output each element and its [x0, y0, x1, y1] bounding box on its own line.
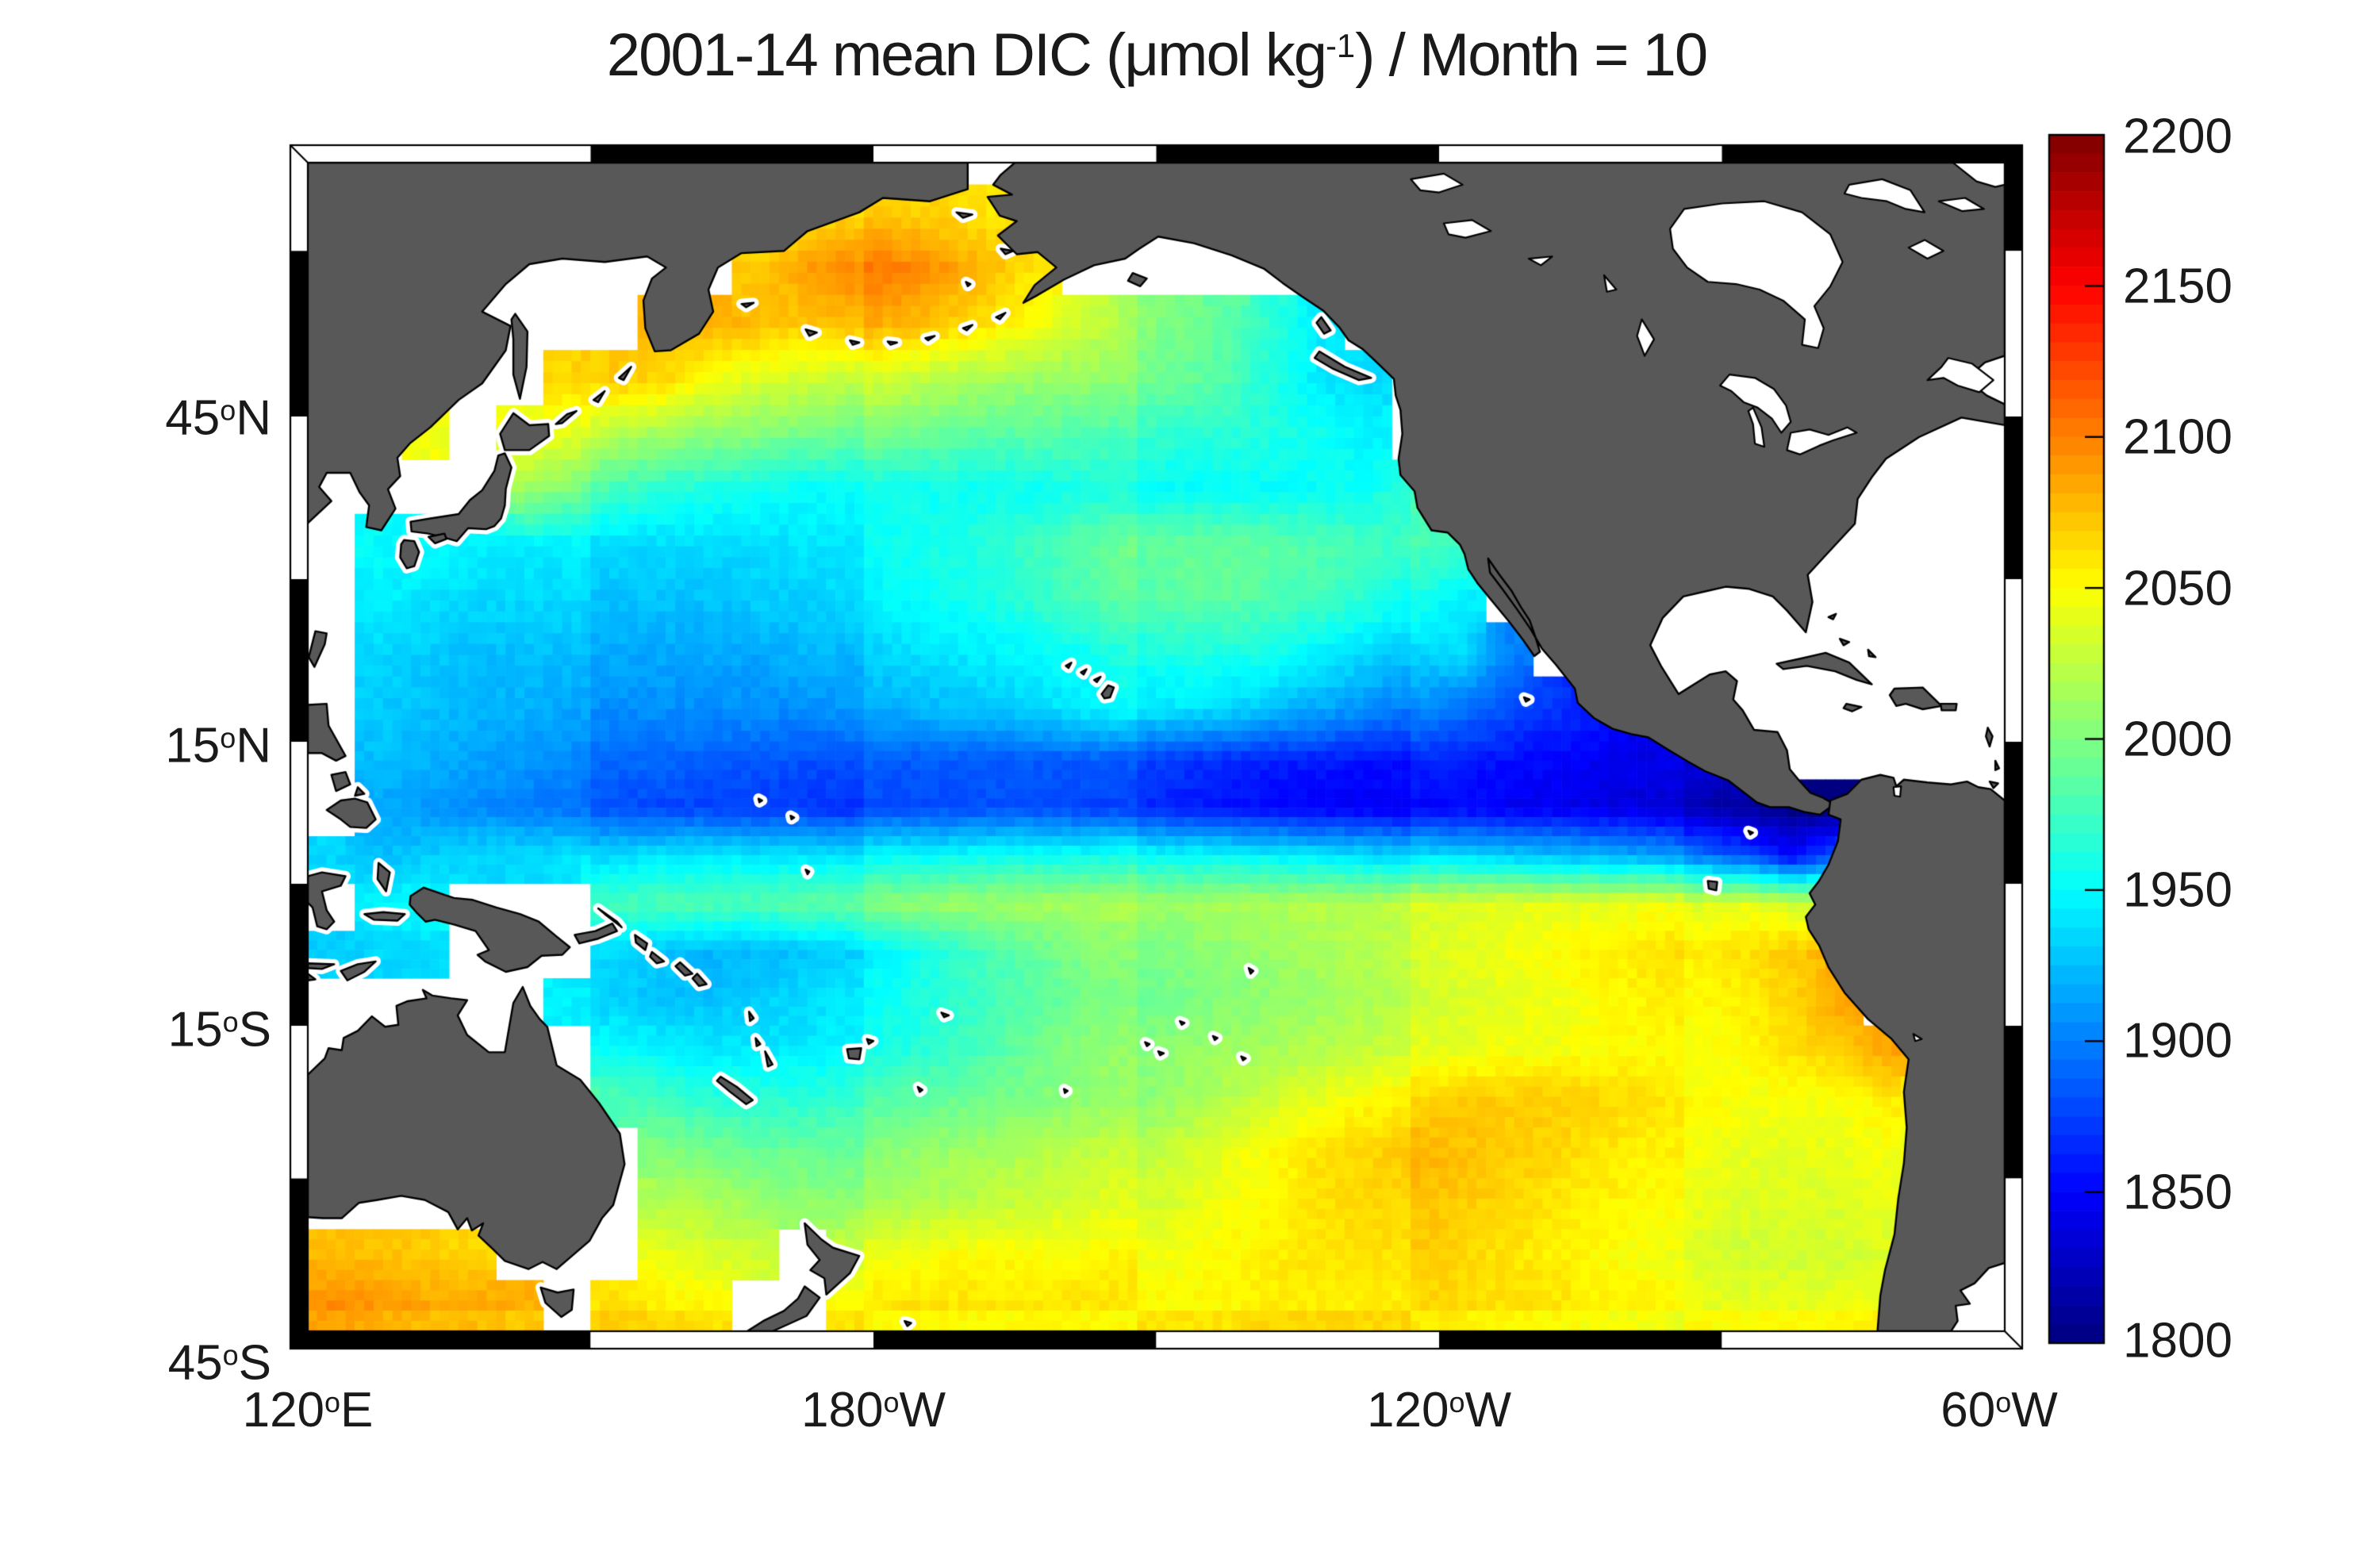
colorbar-label-1800: 1800: [2123, 1313, 2232, 1368]
degree-symbol: o: [222, 1005, 239, 1038]
degree-symbol: o: [1449, 1386, 1465, 1419]
colorbar-label-2100: 2100: [2123, 409, 2232, 465]
colorbar-label-1900: 1900: [2123, 1013, 2232, 1069]
y-tick-label-45s: 45oS: [167, 1335, 271, 1391]
x-tick-label-60w: 60oW: [1940, 1383, 2058, 1438]
title-text: 2001-14 mean DIC (μmol kg: [606, 21, 1327, 89]
degree-symbol: o: [220, 393, 236, 427]
title-text-end: ) / Month = 10: [1355, 21, 1708, 89]
degree-symbol: o: [222, 1338, 239, 1372]
plot-title: 2001-14 mean DIC (μmol kg-1) / Month = 1…: [606, 21, 1708, 90]
degree-symbol: o: [883, 1386, 900, 1419]
colorbar-label-1950: 1950: [2123, 862, 2232, 918]
x-tick-label-120w: 120oW: [1367, 1383, 1511, 1438]
colorbar-label-2050: 2050: [2123, 561, 2232, 616]
colorbar-label-1850: 1850: [2123, 1165, 2232, 1220]
colorbar-label-2000: 2000: [2123, 712, 2232, 767]
y-tick-label-45n: 45oN: [165, 390, 271, 446]
degree-symbol: o: [1995, 1386, 2012, 1419]
y-tick-label-15s: 15oS: [167, 1002, 271, 1058]
colorbar-label-2200: 2200: [2123, 109, 2232, 164]
degree-symbol: o: [220, 721, 236, 754]
x-tick-label-180w: 180oW: [801, 1383, 946, 1438]
y-tick-label-15n: 15oN: [165, 718, 271, 774]
colorbar-label-2150: 2150: [2123, 259, 2232, 314]
x-tick-label-120e: 120oE: [242, 1383, 374, 1438]
degree-symbol: o: [324, 1386, 341, 1419]
title-superscript: -1: [1326, 27, 1356, 65]
